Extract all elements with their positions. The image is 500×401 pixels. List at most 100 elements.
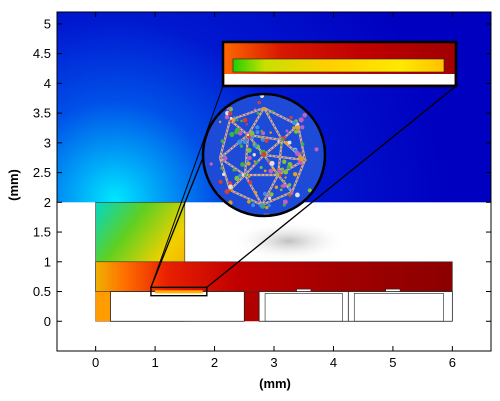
lattice-atom — [250, 136, 255, 140]
lattice-atom — [262, 107, 267, 111]
lattice-atom — [285, 129, 289, 133]
lattice-atom — [284, 176, 287, 179]
lattice-atom — [209, 162, 213, 166]
lattice-link-detail — [247, 134, 283, 141]
lattice-atom — [277, 169, 282, 174]
lattice-atom — [228, 111, 233, 116]
lattice-atom — [229, 119, 233, 123]
lattice-atom — [284, 140, 289, 145]
lattice-atom — [276, 173, 280, 177]
horizontal-strip-field — [95, 261, 453, 292]
lattice-link — [219, 134, 249, 159]
zoom-leader-inset — [150, 85, 224, 288]
lattice-atom — [228, 184, 233, 190]
lattice-atom — [220, 139, 225, 143]
lattice-atom — [246, 133, 250, 137]
lattice-link-detail — [229, 189, 263, 206]
lattice-atom — [277, 140, 280, 143]
lattice-atom — [261, 131, 266, 136]
lattice-atom — [295, 192, 300, 198]
lattice-atom — [266, 159, 270, 163]
lattice-atom — [293, 148, 297, 152]
chip-2-right-cell — [353, 293, 444, 322]
lattice-link — [229, 119, 249, 136]
y-tick-label: 0 — [44, 314, 51, 329]
lattice-atom — [300, 151, 303, 154]
y-tick-label: 3.5 — [33, 106, 51, 121]
lattice-atom — [269, 160, 275, 166]
x-tick-label: 5 — [389, 355, 396, 370]
lattice-atom — [295, 150, 301, 156]
lattice-atom — [247, 175, 251, 178]
lattice-atom — [294, 129, 299, 134]
lattice-atom — [222, 172, 226, 176]
lattice-atom — [290, 191, 294, 194]
lattice-atom — [298, 117, 304, 123]
lattice-atom — [274, 185, 279, 189]
lattice-link-detail — [244, 154, 265, 176]
y-tick-labels: 0 0.5 1 1.5 2 2.5 3 3.5 4 4.5 5 — [33, 16, 51, 328]
x-tick-label: 2 — [211, 355, 218, 370]
lattice-atom — [248, 180, 253, 185]
lattice-atom — [255, 130, 260, 135]
lattice-atom — [295, 125, 300, 130]
lattice-atom — [234, 127, 240, 133]
lattice-atom — [237, 139, 243, 145]
lattice-atom — [255, 125, 260, 130]
lattice-atom — [263, 169, 267, 173]
lattice-atom — [314, 147, 319, 152]
lattice-atom — [287, 183, 292, 187]
lattice-atom — [282, 199, 288, 205]
lattice-link-detail — [261, 174, 279, 206]
lattice-atom — [253, 108, 256, 111]
lattice-atom — [241, 173, 245, 177]
thin-film — [155, 290, 203, 294]
lattice-link-detail — [244, 134, 249, 176]
lattice-atom — [220, 166, 224, 170]
lattice-link-detail — [291, 159, 306, 193]
lattice-atom — [256, 111, 260, 115]
lattice-atom — [238, 173, 242, 178]
lattice-link-detail — [229, 174, 246, 191]
y-tick-label: 3 — [44, 135, 51, 150]
lattice-link — [263, 107, 283, 141]
lattice-atom — [233, 168, 237, 172]
lattice-atom — [234, 175, 240, 181]
lattice-atom — [229, 131, 235, 137]
x-tick-label: 0 — [92, 355, 99, 370]
lattice-atom — [279, 144, 283, 147]
lattice-atom — [268, 168, 274, 174]
lattice-atom — [286, 165, 291, 170]
lattice-atom — [252, 153, 256, 157]
lattice-link-detail — [247, 107, 265, 136]
lattice-link-detail — [297, 124, 306, 161]
lattice-atom — [278, 173, 283, 177]
lattice-atom — [269, 192, 274, 197]
x-tick-label: 6 — [449, 355, 456, 370]
lattice-link-detail — [261, 191, 293, 206]
lattice-atom — [283, 179, 286, 182]
axes — [56, 11, 492, 352]
lattice-atom — [281, 159, 287, 164]
lattice-atom — [288, 193, 291, 196]
lattice-atom — [246, 147, 252, 153]
lattice-atom — [304, 158, 307, 162]
x-tick-label: 4 — [330, 355, 337, 370]
lattice-atom — [280, 167, 284, 171]
bond-pad-1 — [296, 288, 312, 292]
lattice-atom — [257, 100, 261, 105]
shadow-blur — [230, 220, 347, 261]
lattice-atom — [236, 119, 239, 122]
lattice-atom — [242, 117, 248, 123]
y-tick-label: 0.5 — [33, 284, 51, 299]
lattice-atom — [244, 173, 248, 176]
x-axis-title: (mm) — [259, 376, 291, 391]
lattice-atom — [261, 152, 267, 158]
lattice-atom — [283, 169, 289, 175]
lattice-atom — [267, 203, 271, 208]
lattice-atom — [302, 112, 307, 118]
x-tick-label: 1 — [151, 355, 158, 370]
lattice-atom — [262, 191, 268, 196]
lattice-atom — [299, 156, 304, 162]
zoom-inset-film — [232, 58, 445, 73]
